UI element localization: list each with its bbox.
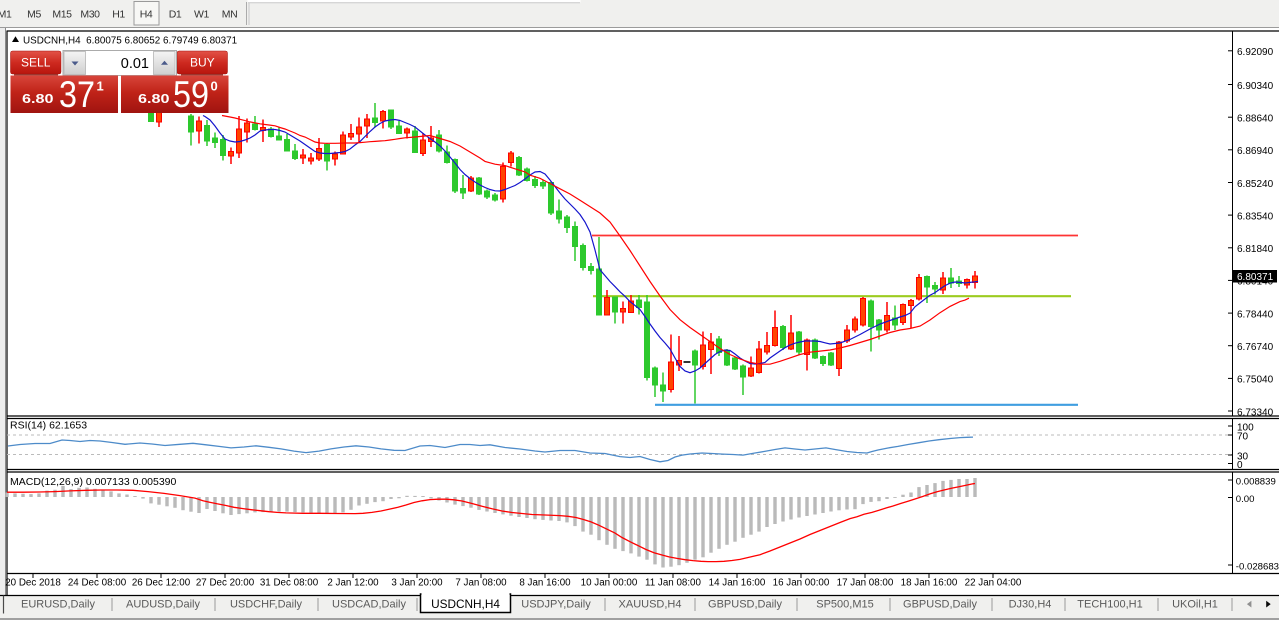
svg-text:0.008839: 0.008839	[1236, 476, 1276, 487]
svg-text:6.85240: 6.85240	[1237, 179, 1274, 190]
svg-text:10 Jan 00:00: 10 Jan 00:00	[581, 578, 638, 589]
svg-text:MN: MN	[222, 9, 238, 21]
svg-text:17 Jan 08:00: 17 Jan 08:00	[837, 578, 894, 589]
svg-text:6.88640: 6.88640	[1237, 114, 1274, 125]
svg-text:D1: D1	[169, 9, 182, 21]
svg-text:W1: W1	[194, 9, 210, 21]
svg-text:0: 0	[211, 78, 218, 93]
svg-text:6.75040: 6.75040	[1237, 375, 1274, 386]
svg-text:USDCHF,Daily: USDCHF,Daily	[230, 599, 303, 611]
svg-text:0.01: 0.01	[121, 56, 149, 72]
svg-text:6.80: 6.80	[22, 91, 54, 106]
svg-text:SELL: SELL	[21, 56, 51, 70]
svg-text:USDCNH,H4: USDCNH,H4	[431, 597, 500, 611]
svg-text:6.83540: 6.83540	[1237, 211, 1274, 222]
svg-text:11 Jan 08:00: 11 Jan 08:00	[645, 578, 701, 589]
svg-text:USDCAD,Daily: USDCAD,Daily	[332, 599, 406, 611]
svg-text:M15: M15	[52, 9, 72, 21]
svg-text:22 Jan 04:00: 22 Jan 04:00	[965, 578, 1022, 589]
svg-text:EURUSD,Daily: EURUSD,Daily	[21, 599, 95, 611]
svg-text:59: 59	[173, 73, 209, 115]
svg-text:6.90340: 6.90340	[1237, 81, 1274, 92]
svg-text:TECH100,H1: TECH100,H1	[1077, 599, 1142, 611]
svg-text:3 Jan 20:00: 3 Jan 20:00	[391, 578, 443, 589]
svg-text:BUY: BUY	[190, 56, 215, 70]
svg-text:AUDUSD,Daily: AUDUSD,Daily	[126, 599, 200, 611]
svg-text:7 Jan 08:00: 7 Jan 08:00	[455, 578, 507, 589]
svg-text:18 Jan 16:00: 18 Jan 16:00	[901, 578, 958, 589]
svg-text:24 Dec 08:00: 24 Dec 08:00	[68, 578, 127, 589]
svg-text:100: 100	[1237, 422, 1254, 433]
svg-text:SP500,M15: SP500,M15	[816, 599, 873, 611]
svg-text:0.00: 0.00	[1236, 494, 1255, 505]
svg-text:14 Jan 16:00: 14 Jan 16:00	[709, 578, 766, 589]
svg-text:GBPUSD,Daily: GBPUSD,Daily	[903, 599, 977, 611]
svg-text:RSI(14) 62.1653: RSI(14) 62.1653	[10, 420, 87, 432]
svg-text:31 Dec 08:00: 31 Dec 08:00	[260, 578, 319, 589]
svg-text:USDCNH,H4 6.80075 6.80652 6.7: USDCNH,H4 6.80075 6.80652 6.79749 6.8037…	[23, 35, 238, 46]
svg-text:1: 1	[97, 78, 104, 93]
svg-text:-0.028683: -0.028683	[1236, 561, 1279, 572]
svg-text:6.92090: 6.92090	[1237, 47, 1274, 58]
svg-text:6.73340: 6.73340	[1237, 407, 1274, 418]
svg-text:0: 0	[1237, 460, 1243, 471]
svg-text:6.78440: 6.78440	[1237, 309, 1274, 320]
svg-text:27 Dec 20:00: 27 Dec 20:00	[196, 578, 255, 589]
svg-text:XAUUSD,H4: XAUUSD,H4	[619, 599, 682, 611]
svg-text:UKOil,H1: UKOil,H1	[1172, 599, 1218, 611]
svg-text:16 Jan 00:00: 16 Jan 00:00	[773, 578, 830, 589]
svg-text:MACD(12,26,9) 0.007133 0.00539: MACD(12,26,9) 0.007133 0.005390	[10, 476, 177, 488]
svg-text:70: 70	[1237, 431, 1249, 442]
svg-text:M30: M30	[80, 9, 100, 21]
svg-text:H1: H1	[112, 9, 125, 21]
svg-text:30: 30	[1237, 451, 1249, 462]
svg-text:USDJPY,Daily: USDJPY,Daily	[521, 599, 591, 611]
svg-text:GBPUSD,Daily: GBPUSD,Daily	[708, 599, 782, 611]
svg-text:M5: M5	[27, 9, 41, 21]
svg-text:26 Dec 12:00: 26 Dec 12:00	[132, 578, 191, 589]
svg-text:DJ30,H4: DJ30,H4	[1009, 599, 1052, 611]
svg-text:6.81840: 6.81840	[1237, 244, 1274, 255]
svg-text:20 Dec 2018: 20 Dec 2018	[5, 578, 61, 589]
svg-text:6.80371: 6.80371	[1237, 272, 1274, 283]
svg-text:2 Jan 12:00: 2 Jan 12:00	[327, 578, 379, 589]
svg-text:M1: M1	[0, 9, 12, 21]
svg-text:6.80: 6.80	[138, 91, 170, 106]
svg-text:37: 37	[59, 73, 95, 115]
svg-text:H4: H4	[140, 9, 153, 21]
svg-text:6.76740: 6.76740	[1237, 342, 1274, 353]
svg-text:6.86940: 6.86940	[1237, 146, 1274, 157]
svg-text:8 Jan 16:00: 8 Jan 16:00	[519, 578, 571, 589]
